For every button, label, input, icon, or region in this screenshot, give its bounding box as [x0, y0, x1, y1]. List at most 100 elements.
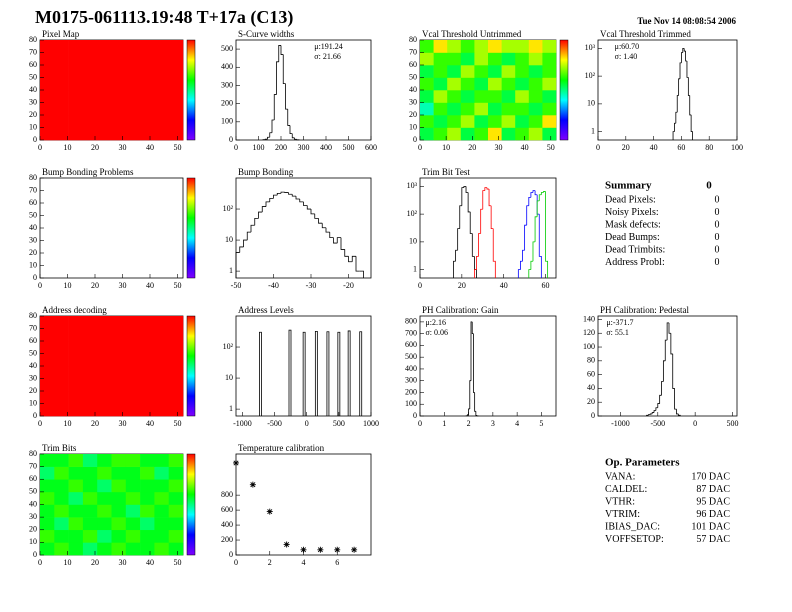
hist-bin: [538, 214, 542, 278]
y-tick-label: 0: [229, 135, 233, 144]
heat-cell: [515, 65, 530, 78]
heat-cell: [433, 65, 448, 78]
y-tick-label: 100: [405, 399, 417, 408]
hist-bin: [526, 205, 529, 226]
heat-cell: [501, 127, 516, 141]
heat-cell: [40, 504, 55, 518]
hist-bin: [672, 353, 675, 389]
heat-cell: [154, 341, 184, 367]
heat-cell: [97, 504, 112, 518]
hist-bin: [651, 412, 655, 414]
hist-bin: [678, 78, 681, 96]
heat-cell: [433, 102, 448, 116]
x-tick-label: 0: [305, 419, 309, 428]
y-tick-label: 600: [221, 505, 233, 514]
hist-bin: [682, 47, 685, 53]
heat-cell: [474, 52, 489, 66]
y-tick-label: 10³: [585, 43, 596, 52]
y-tick-label: 60: [409, 60, 417, 69]
y-tick-label: 70: [29, 461, 37, 470]
x-tick-label: 2: [467, 419, 471, 428]
heat-cell: [420, 102, 434, 116]
y-tick-label: 200: [405, 387, 417, 396]
hist-bin: [683, 48, 686, 52]
op-label: VOFFSETOP:: [605, 534, 664, 545]
x-tick-label: 60: [677, 143, 685, 152]
y-tick-label: 10²: [223, 342, 234, 351]
x-tick-label: 300: [298, 143, 310, 152]
hist-bin: [474, 269, 477, 278]
hist-bin: [648, 414, 651, 416]
heat-cell: [140, 466, 155, 480]
heat-cell: [40, 366, 69, 392]
hist-bin: [661, 381, 664, 396]
heat-cell: [97, 542, 112, 556]
x-tick-label: 30: [119, 558, 127, 567]
heat-cell: [97, 65, 127, 91]
hist-bin: [264, 138, 268, 140]
y-tick-label: 1: [229, 404, 233, 413]
heat-cell: [97, 316, 127, 342]
x-tick-label: 0: [38, 143, 42, 152]
hist-bin: [528, 197, 531, 206]
op-value: 57 DAC: [696, 534, 730, 545]
heat-cell: [125, 115, 155, 141]
hist-bin: [646, 414, 649, 416]
op-label: VTHR:: [605, 496, 635, 507]
stats-text: σ: 1.40: [615, 52, 638, 61]
heat-cell: [528, 90, 543, 103]
y-tick-label: 60: [29, 336, 37, 345]
x-tick-label: 20: [91, 143, 99, 152]
hist-bin: [540, 192, 544, 195]
heat-cell: [54, 542, 69, 556]
y-tick-label: 10: [29, 398, 37, 407]
x-tick-label: 0: [418, 419, 422, 428]
x-tick-label: 100: [253, 143, 265, 152]
heat-cell: [125, 517, 141, 531]
heat-cell: [97, 529, 112, 543]
heat-cell: [140, 542, 155, 556]
y-tick-label: 40: [409, 85, 417, 94]
summary-value: 0: [715, 257, 720, 268]
heat-cell: [125, 466, 141, 480]
heat-cell: [125, 40, 155, 66]
heat-cell: [420, 52, 434, 66]
heat-cell: [474, 127, 489, 141]
y-tick-label: 70: [29, 47, 37, 56]
y-tick-label: 10: [225, 235, 233, 244]
heat-cell: [125, 366, 155, 392]
hist-bin: [269, 198, 274, 202]
x-tick-label: 40: [521, 143, 529, 152]
x-tick-label: 10: [64, 419, 72, 428]
heat-cell: [528, 102, 543, 116]
summary-label: Address Probl:: [605, 257, 665, 268]
hist-bin: [336, 237, 341, 244]
y-tick-label: 30: [29, 235, 37, 244]
heat-cell: [433, 115, 448, 128]
heat-cell: [140, 454, 155, 467]
heat-cell: [420, 127, 434, 141]
heat-cell: [54, 529, 69, 543]
heat-cell: [97, 366, 127, 392]
heat-cell: [447, 40, 462, 53]
y-tick-label: 700: [405, 328, 417, 337]
hist-bin: [321, 223, 326, 229]
hist-bin: [480, 208, 483, 234]
x-tick-label: 100: [731, 143, 743, 152]
heat-cell: [154, 366, 184, 392]
y-tick-label: 70: [29, 185, 37, 194]
y-tick-label: 10: [225, 373, 233, 382]
y-tick-label: 50: [29, 210, 37, 219]
x-tick-label: 40: [650, 143, 658, 152]
hist-bin: [273, 94, 277, 120]
heat-cell: [97, 454, 112, 467]
hist-bin: [355, 256, 360, 272]
y-tick-label: 20: [29, 248, 37, 257]
hist-bin: [287, 109, 290, 126]
color-bar: [186, 315, 196, 417]
x-tick-label: 20: [91, 419, 99, 428]
y-tick-label: 10: [587, 99, 595, 108]
op-value: 95 DAC: [696, 496, 730, 507]
x-tick-label: 5: [539, 419, 543, 428]
heat-cell: [97, 341, 127, 367]
